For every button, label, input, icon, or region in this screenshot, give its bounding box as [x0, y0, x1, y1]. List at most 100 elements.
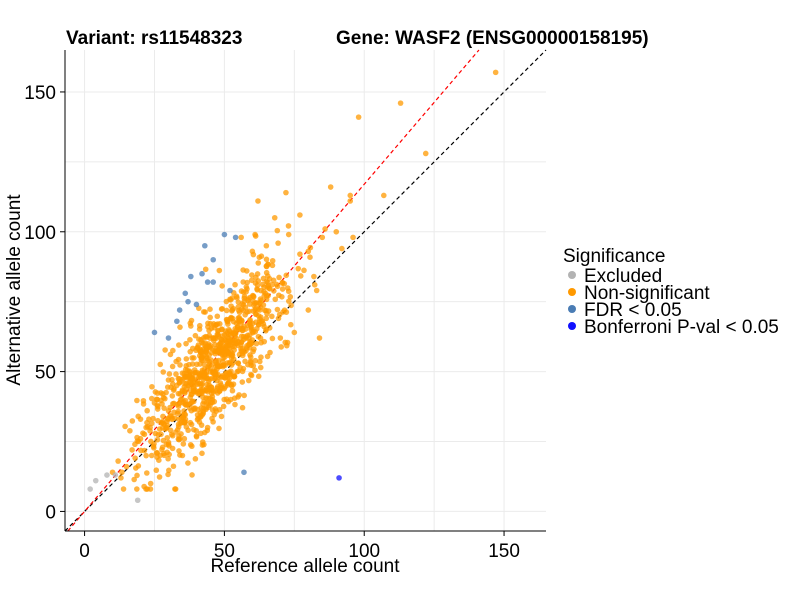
point-non-significant: [247, 354, 254, 360]
point-non-significant: [165, 441, 172, 448]
point-non-significant: [240, 307, 247, 314]
point-non-significant: [187, 419, 194, 426]
point-non-significant: [189, 472, 195, 478]
point-non-significant: [186, 368, 193, 374]
point-fdr-0-05: [210, 279, 217, 285]
point-non-significant: [132, 455, 138, 461]
point-non-significant: [176, 416, 182, 422]
point-non-significant: [239, 325, 246, 332]
point-non-significant: [140, 430, 146, 436]
point-non-significant: [269, 313, 275, 320]
point-non-significant: [201, 398, 207, 405]
point-non-significant: [207, 314, 213, 321]
point-non-significant: [274, 306, 281, 313]
point-non-significant: [339, 245, 345, 252]
point-non-significant: [316, 335, 323, 341]
point-non-significant: [226, 326, 232, 333]
point-non-significant: [235, 339, 241, 345]
point-non-significant: [232, 281, 238, 288]
point-non-significant: [283, 342, 290, 349]
point-non-significant: [253, 340, 260, 347]
point-non-significant: [170, 400, 176, 407]
title-gene: Gene: WASF2 (ENSG00000158195): [336, 28, 649, 49]
point-non-significant: [143, 424, 149, 431]
point-non-significant: [216, 425, 222, 432]
point-non-significant: [169, 363, 176, 370]
point-excluded: [112, 472, 119, 478]
data-points: [87, 69, 499, 504]
point-non-significant: [227, 337, 233, 344]
point-non-significant: [255, 333, 262, 340]
point-non-significant: [295, 265, 302, 272]
legend-title: Significance: [563, 246, 665, 267]
point-non-significant: [154, 450, 161, 456]
point-non-significant: [245, 297, 251, 304]
x-tick-label: 50: [214, 541, 235, 562]
point-non-significant: [275, 240, 281, 246]
point-excluded: [87, 486, 93, 492]
point-non-significant: [137, 416, 144, 422]
point-non-significant: [311, 282, 318, 288]
point-non-significant: [231, 343, 238, 350]
point-non-significant: [185, 460, 191, 466]
point-non-significant: [195, 388, 201, 395]
point-non-significant: [276, 292, 282, 299]
point-non-significant: [215, 357, 222, 364]
point-non-significant: [202, 387, 209, 394]
point-non-significant: [160, 391, 166, 397]
point-non-significant: [181, 411, 188, 417]
point-non-significant: [305, 248, 312, 255]
point-non-significant: [224, 317, 230, 323]
point-non-significant: [224, 343, 230, 349]
point-non-significant: [194, 344, 201, 351]
point-non-significant: [225, 321, 231, 327]
point-non-significant: [313, 287, 320, 294]
point-non-significant: [189, 399, 195, 405]
point-non-significant: [129, 418, 136, 424]
point-non-significant: [219, 305, 226, 312]
point-non-significant: [269, 262, 276, 269]
point-non-significant: [287, 321, 294, 328]
point-non-significant: [203, 345, 209, 351]
point-non-significant: [199, 367, 206, 374]
point-non-significant: [219, 349, 226, 355]
point-excluded: [104, 472, 110, 478]
point-fdr-0-05: [176, 307, 183, 313]
point-non-significant: [266, 286, 273, 292]
point-non-significant: [243, 268, 250, 274]
point-non-significant: [188, 381, 195, 388]
point-non-significant: [210, 337, 217, 344]
point-non-significant: [204, 424, 211, 431]
point-non-significant: [273, 281, 280, 288]
point-non-significant: [183, 362, 190, 369]
point-non-significant: [155, 431, 162, 438]
point-non-significant: [263, 327, 269, 334]
point-non-significant: [216, 267, 223, 274]
point-non-significant: [205, 365, 211, 371]
point-non-significant: [141, 447, 148, 454]
point-non-significant: [257, 364, 264, 371]
point-non-significant: [204, 381, 210, 388]
point-non-significant: [201, 361, 207, 368]
point-non-significant: [202, 266, 209, 273]
legend-label-bonferroni: Bonferroni P-val < 0.05: [584, 317, 779, 338]
point-non-significant: [147, 486, 154, 492]
point-non-significant: [261, 338, 268, 345]
point-non-significant: [172, 486, 178, 492]
point-non-significant: [140, 397, 147, 404]
point-non-significant: [153, 467, 160, 474]
point-non-significant: [149, 383, 155, 390]
point-non-significant: [189, 443, 195, 450]
point-non-significant: [291, 329, 298, 336]
point-non-significant: [176, 448, 182, 454]
point-non-significant: [176, 433, 182, 439]
point-non-significant: [305, 307, 312, 313]
point-non-significant: [311, 273, 317, 280]
y-axis-title: Alternative allele count: [4, 194, 25, 386]
point-non-significant: [201, 373, 208, 379]
point-non-significant: [161, 452, 168, 459]
point-non-significant: [191, 405, 197, 412]
point-non-significant: [179, 388, 186, 395]
point-non-significant: [350, 234, 356, 241]
point-non-significant: [119, 469, 125, 476]
